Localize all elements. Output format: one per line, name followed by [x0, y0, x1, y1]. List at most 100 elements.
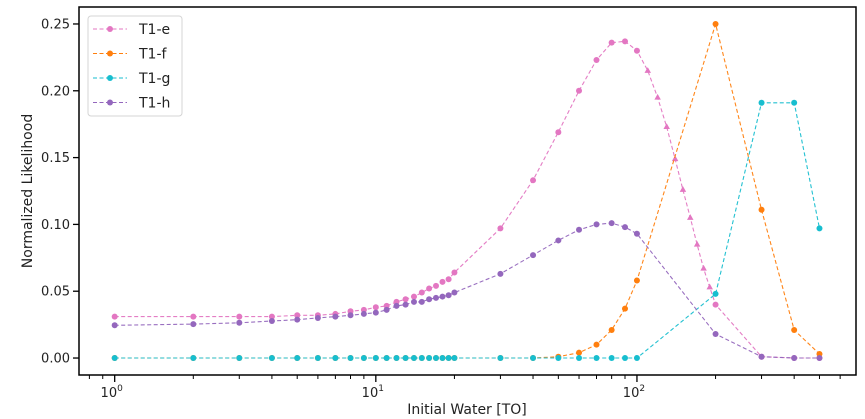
data-point-T1-g: [402, 355, 409, 362]
data-point-T1-g: [593, 355, 600, 362]
data-point-T1-g: [432, 355, 439, 362]
data-point-T1-f: [622, 305, 629, 312]
data-point-T1-f: [576, 349, 583, 356]
data-point-T1-g: [347, 355, 354, 362]
legend-marker-T1-e: [107, 26, 113, 32]
series-line-T1-g: [114, 102, 821, 359]
data-point-T1-g: [445, 355, 452, 362]
x-tick-exponent: 2: [639, 384, 645, 394]
data-point-T1-h: [314, 314, 321, 321]
data-point-T1-g: [383, 355, 390, 362]
data-point-T1-h: [294, 316, 301, 323]
data-point-T1-g: [622, 355, 629, 362]
series-line-T1-h: [114, 222, 820, 359]
data-point-T1-h: [608, 220, 615, 227]
data-point-T1-e: [633, 47, 640, 54]
series-line-T1-f: [114, 21, 820, 359]
data-point-T1-e: [410, 293, 417, 300]
data-point-T1-g: [791, 99, 798, 106]
data-point-T1-g: [608, 355, 615, 362]
data-point-T1-e: [706, 283, 713, 290]
data-point-T1-g: [190, 355, 197, 362]
data-point-T1-e: [402, 296, 409, 303]
data-point-T1-g: [393, 355, 400, 362]
data-point-T1-e: [268, 313, 275, 320]
data-point-T1-e: [439, 278, 446, 285]
data-point-T1-g: [816, 225, 823, 232]
data-point-T1-g: [360, 355, 367, 362]
data-point-T1-g: [410, 355, 417, 362]
data-point-T1-g: [426, 355, 433, 362]
y-tick-label: 0.00: [41, 352, 70, 367]
data-point-T1-g: [314, 355, 321, 362]
legend-box: [87, 15, 183, 117]
y-tick-label: 0.05: [41, 285, 70, 300]
data-point-T1-e: [671, 155, 679, 162]
data-point-T1-h: [451, 289, 458, 296]
data-point-T1-h: [418, 298, 425, 305]
data-point-T1-e: [679, 186, 687, 192]
data-point-T1-h: [190, 321, 197, 328]
data-point-T1-g: [451, 355, 458, 362]
legend-marker-T1-f: [107, 50, 113, 57]
data-point-T1-e: [426, 285, 433, 292]
series-line-T1-e: [114, 40, 820, 359]
data-point-T1-h: [426, 296, 433, 303]
data-point-T1-h: [347, 312, 354, 319]
y-axis-label: Normalized Likelihood: [20, 114, 36, 268]
data-point-T1-h: [402, 301, 409, 308]
data-point-T1-f: [791, 326, 798, 333]
data-point-T1-e: [111, 313, 118, 320]
data-point-T1-f: [633, 277, 640, 284]
data-point-T1-g: [236, 355, 243, 362]
data-point-T1-g: [111, 355, 118, 362]
data-point-T1-h: [111, 322, 118, 329]
data-point-T1-h: [393, 302, 400, 309]
data-point-T1-e: [294, 312, 301, 319]
data-point-T1-g: [555, 355, 562, 362]
data-point-T1-e: [445, 276, 452, 283]
legend: T1-e T1-f T1-g T1-h: [87, 15, 183, 117]
x-tick-base: 10: [101, 386, 118, 401]
data-point-T1-h: [332, 313, 339, 320]
data-point-T1-e: [644, 67, 651, 73]
data-point-T1-e: [576, 87, 583, 94]
data-point-T1-f: [758, 206, 765, 213]
data-point-T1-g: [439, 355, 446, 362]
data-point-T1-h: [555, 237, 562, 244]
y-tick-label: 0.20: [41, 84, 70, 99]
data-point-T1-g: [332, 355, 339, 362]
legend-label-T1-f: T1-f: [138, 47, 168, 63]
data-point-T1-h: [497, 270, 504, 277]
data-point-T1-h: [593, 221, 600, 228]
data-point-T1-e: [622, 38, 629, 45]
data-point-T1-e: [372, 304, 379, 311]
legend-label-T1-h: T1-h: [138, 96, 170, 112]
data-point-T1-e: [712, 301, 719, 308]
data-point-T1-g: [497, 355, 504, 362]
y-tick-label: 0.15: [41, 151, 70, 166]
series-layer: [111, 20, 823, 362]
x-tick-exponent: 1: [378, 384, 384, 394]
x-tick-label: 102: [623, 384, 645, 401]
legend-marker-T1-g: [107, 75, 113, 81]
data-point-T1-f: [608, 326, 615, 333]
x-tick-label: 100: [101, 384, 124, 401]
data-point-T1-e: [693, 240, 701, 247]
data-point-T1-h: [791, 355, 798, 362]
data-point-T1-h: [622, 224, 629, 231]
legend-label-T1-g: T1-g: [138, 71, 170, 87]
data-point-T1-g: [633, 355, 640, 362]
data-point-T1-f: [712, 20, 719, 27]
x-tick-base: 10: [623, 386, 640, 401]
x-tick-base: 10: [362, 386, 379, 401]
data-point-T1-h: [576, 226, 583, 233]
data-point-T1-e: [555, 129, 562, 136]
y-tick-label: 0.10: [41, 218, 70, 233]
data-point-T1-h: [445, 292, 452, 299]
data-point-T1-g: [268, 355, 275, 362]
data-point-T1-g: [418, 355, 425, 362]
data-point-T1-g: [294, 355, 301, 362]
